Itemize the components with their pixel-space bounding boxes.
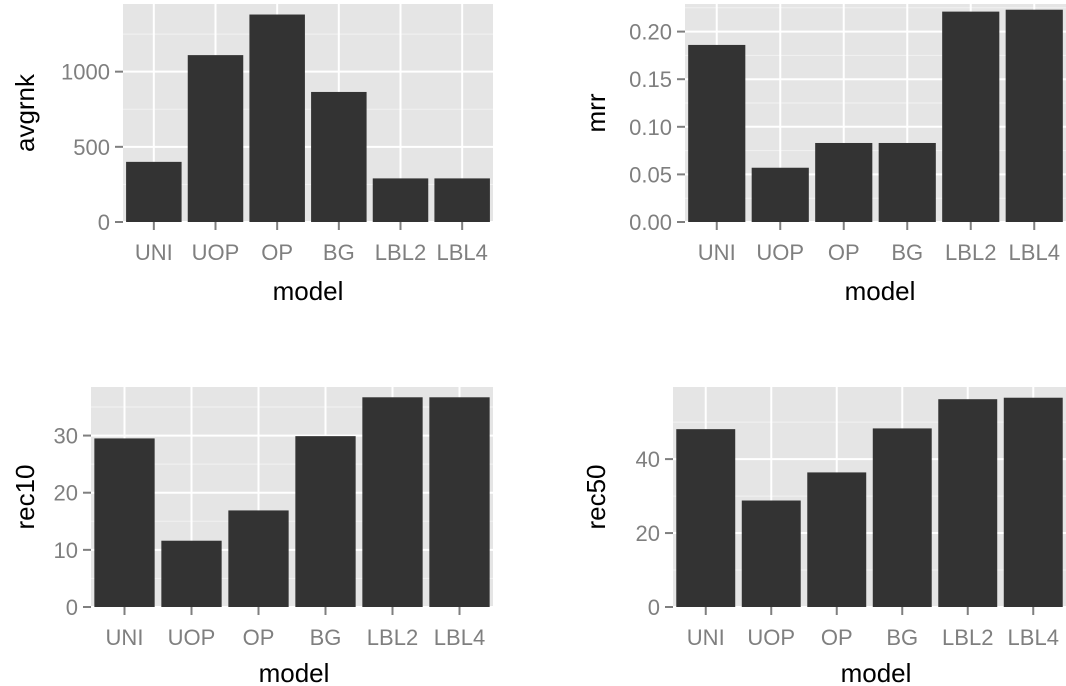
- bar-UOP: [751, 167, 809, 222]
- x-tick-label-OP: OP: [261, 240, 293, 265]
- bar-OP: [228, 510, 289, 607]
- x-tick-label-BG: BG: [886, 625, 918, 650]
- y-tick-label: 0.20: [629, 20, 672, 45]
- x-tick-label-LBL4: LBL4: [1009, 240, 1060, 265]
- chart-panel-avgrnk: 0 500 1000 UNI UOP OP BG LBL2 LBL4 model avgrnk: [10, 4, 493, 306]
- bar-LBL4: [1003, 397, 1063, 607]
- bar-OP: [249, 14, 305, 222]
- x-tick-label-LBL4: LBL4: [434, 625, 485, 650]
- y-axis-title: rec10: [10, 464, 40, 529]
- x-tick-label-LBL2: LBL2: [945, 240, 996, 265]
- bar-BG: [311, 91, 367, 222]
- plot-background: [123, 4, 493, 222]
- x-axis-title: model: [845, 276, 916, 306]
- bar-LBL4: [434, 178, 490, 222]
- chart-panel-rec50: 0 20 40 UNI UOP OP BG LBL2 LBL4 model rec50: [581, 387, 1066, 686]
- y-tick-label: 0: [98, 210, 110, 235]
- y-axis-title: rec50: [581, 464, 611, 529]
- x-tick-label-BG: BG: [891, 240, 923, 265]
- plot-background: [685, 4, 1066, 222]
- x-tick-label-UNI: UNI: [687, 625, 725, 650]
- bar-UNI: [94, 438, 155, 607]
- bar-UNI: [676, 429, 736, 607]
- x-tick-label-OP: OP: [828, 240, 860, 265]
- x-axis-title: model: [841, 658, 912, 686]
- y-tick-label: 0.10: [629, 115, 672, 140]
- bar-LBL2: [362, 397, 423, 607]
- bar-BG: [295, 436, 356, 607]
- y-tick-label: 40: [636, 447, 660, 472]
- y-tick-label: 0: [66, 595, 78, 620]
- x-tick-label-OP: OP: [821, 625, 853, 650]
- chart-panel-rec10: 0 10 20 30 UNI UOP OP BG LBL2 LBL4 model rec10: [10, 387, 493, 686]
- bar-BG: [872, 428, 932, 607]
- y-axis-title: mrr: [581, 93, 611, 132]
- x-tick-label-LBL4: LBL4: [436, 240, 487, 265]
- x-tick-label-LBL2: LBL2: [375, 240, 426, 265]
- y-tick-label: 0.15: [629, 67, 672, 92]
- x-axis-title: model: [259, 658, 330, 686]
- bar-OP: [815, 142, 873, 222]
- bar-UNI: [688, 44, 746, 223]
- x-tick-label-LBL2: LBL2: [942, 625, 993, 650]
- y-tick-label: 10: [54, 538, 78, 563]
- x-tick-label-LBL2: LBL2: [367, 625, 418, 650]
- x-tick-label-UNI: UNI: [698, 240, 736, 265]
- bar-UOP: [741, 500, 801, 607]
- x-tick-label-UOP: UOP: [756, 240, 804, 265]
- x-tick-label-LBL4: LBL4: [1008, 625, 1059, 650]
- x-tick-label-UNI: UNI: [106, 625, 144, 650]
- bar-UNI: [126, 161, 182, 222]
- x-tick-label-UOP: UOP: [747, 625, 795, 650]
- x-tick-label-OP: OP: [243, 625, 275, 650]
- bar-UOP: [161, 540, 222, 607]
- y-tick-label: 0.00: [629, 210, 672, 235]
- x-axis-title: model: [273, 276, 344, 306]
- bar-OP: [807, 472, 867, 607]
- y-tick-label: 20: [54, 481, 78, 506]
- x-tick-label-BG: BG: [310, 625, 342, 650]
- x-tick-label-UOP: UOP: [168, 625, 216, 650]
- plot-background: [91, 387, 493, 607]
- y-tick-label: 0: [648, 595, 660, 620]
- chart-panel-mrr: 0.00 0.05 0.10 0.15 0.20 UNI UOP OP BG LBL2 LBL4 mo…: [581, 4, 1066, 306]
- bar-LBL2: [942, 11, 1000, 222]
- y-tick-label: 30: [54, 424, 78, 449]
- x-tick-label-BG: BG: [323, 240, 355, 265]
- bar-BG: [878, 142, 936, 222]
- x-tick-label-UOP: UOP: [192, 240, 240, 265]
- y-tick-label: 0.05: [629, 162, 672, 187]
- y-axis-title: avgrnk: [10, 73, 40, 152]
- x-tick-label-UNI: UNI: [135, 240, 173, 265]
- bar-UOP: [187, 55, 244, 222]
- bar-LBL4: [1005, 9, 1063, 222]
- y-tick-label: 500: [73, 135, 110, 160]
- bar-LBL4: [429, 397, 490, 607]
- y-tick-label: 1000: [61, 60, 110, 85]
- bar-LBL2: [372, 178, 429, 222]
- bar-LBL2: [938, 399, 998, 607]
- y-tick-label: 20: [636, 521, 660, 546]
